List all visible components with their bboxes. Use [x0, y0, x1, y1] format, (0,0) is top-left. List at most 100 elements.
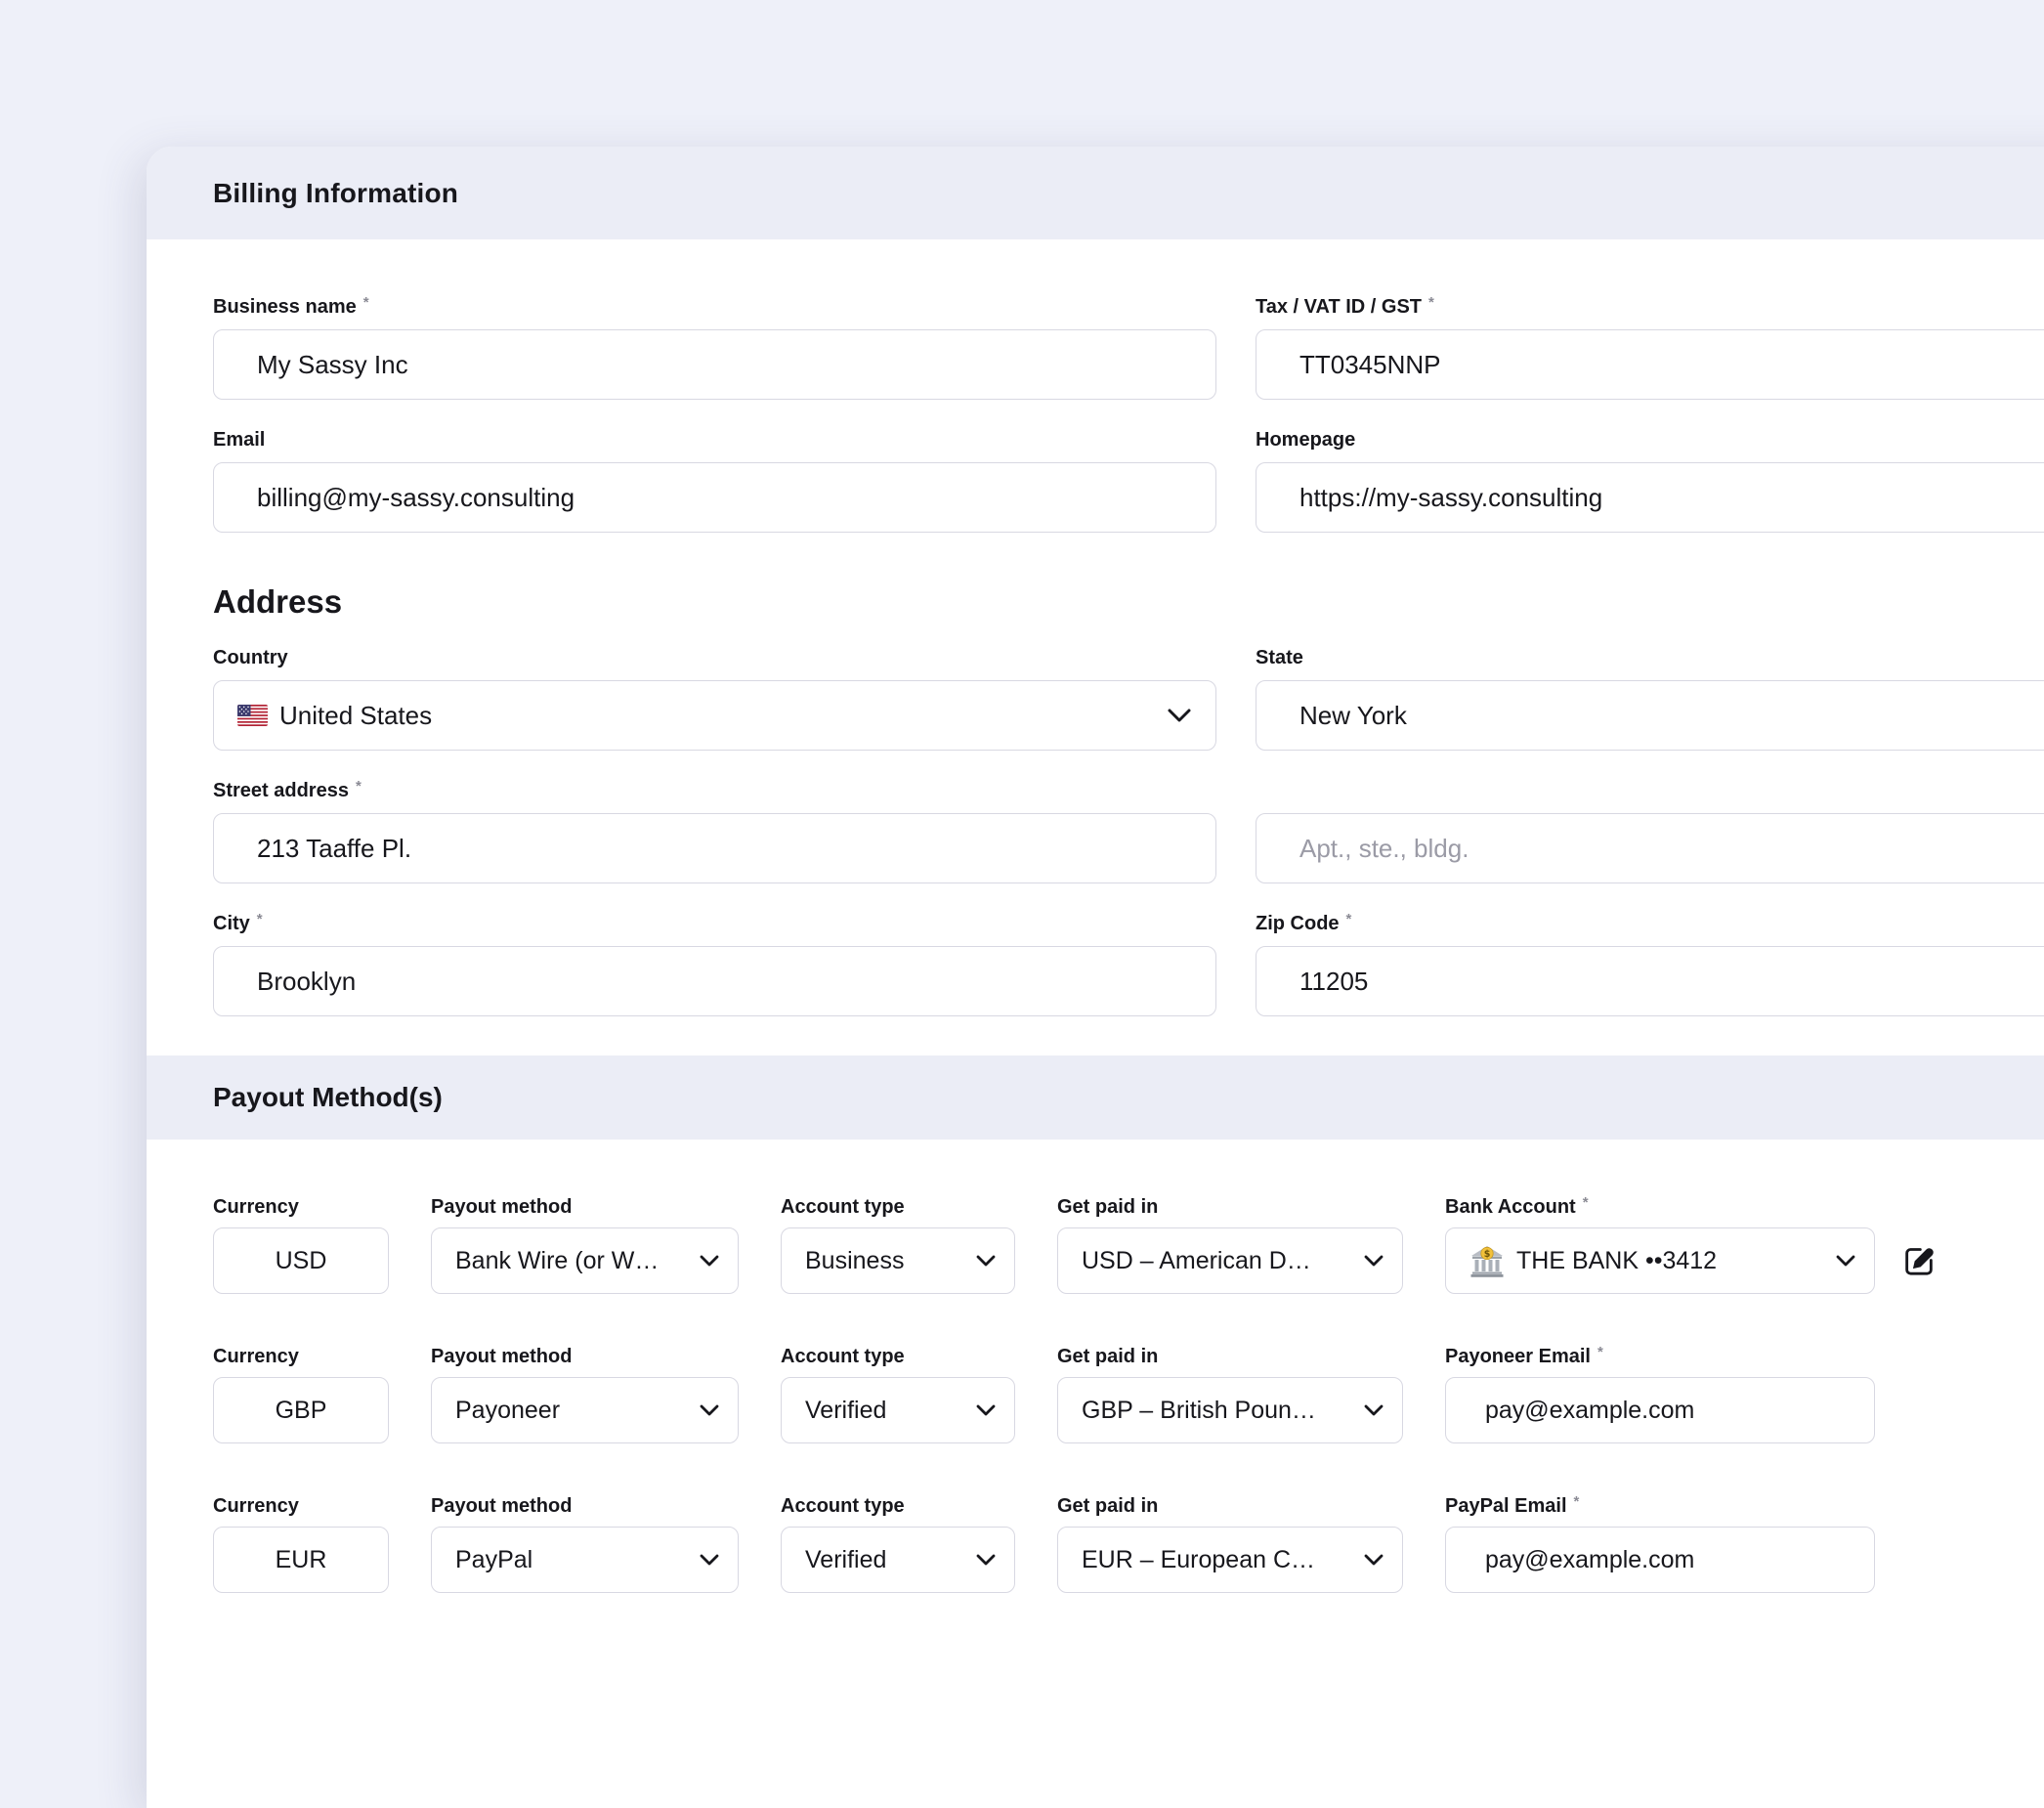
payout-method-value: PayPal: [455, 1545, 533, 1573]
payout-method-value: Payoneer: [455, 1396, 561, 1424]
homepage-input[interactable]: [1256, 462, 2044, 533]
zip-code-label: Zip Code *: [1256, 911, 2044, 934]
street-address-label: Street address *: [213, 779, 1216, 801]
country-field: Country: [213, 647, 1216, 751]
label-text: Country: [213, 647, 288, 668]
label-text: Payout method: [431, 1196, 573, 1218]
state-input[interactable]: [1256, 680, 2044, 751]
business-name-field: Business name *: [213, 294, 1216, 400]
unit-field: [1256, 780, 2044, 883]
payout-method-label: Payout method: [431, 1495, 739, 1517]
payout-row: Currency GBP Payout method Payoneer Acco…: [213, 1344, 2044, 1443]
account-type-label: Account type: [781, 1346, 1015, 1367]
get-paid-in-label: Get paid in: [1057, 1495, 1403, 1517]
payoneer-email-label: Payoneer Email *: [1445, 1344, 1875, 1367]
required-asterisk: *: [1345, 911, 1352, 927]
state-label: State: [1256, 647, 2044, 668]
chevron-down-icon: [1364, 1404, 1384, 1416]
label-text: Currency: [213, 1196, 299, 1218]
required-asterisk: *: [362, 294, 369, 311]
chevron-down-icon: [1836, 1255, 1855, 1267]
label-text: Payout method: [431, 1346, 573, 1367]
get-paid-in-label: Get paid in: [1057, 1196, 1403, 1218]
zip-code-input[interactable]: [1256, 946, 2044, 1016]
account-type-field: Account type Verified: [781, 1346, 1015, 1443]
currency-label: Currency: [213, 1346, 389, 1367]
bank-account-select[interactable]: $ THE BANK ••3412: [1445, 1227, 1875, 1294]
payout-method-select[interactable]: PayPal: [431, 1527, 739, 1593]
account-type-select[interactable]: Verified: [781, 1527, 1015, 1593]
street-address-input[interactable]: [213, 813, 1216, 883]
svg-text:$: $: [1484, 1249, 1491, 1260]
required-asterisk: *: [1573, 1493, 1580, 1510]
city-label: City *: [213, 911, 1216, 934]
required-asterisk: *: [1582, 1194, 1589, 1211]
payout-method-field: Payout method PayPal: [431, 1495, 739, 1593]
paypal-email-label: PayPal Email *: [1445, 1493, 1875, 1517]
currency-field: Currency EUR: [213, 1495, 389, 1593]
tax-id-label: Tax / VAT ID / GST *: [1256, 294, 2044, 318]
label-text: Get paid in: [1057, 1346, 1159, 1367]
street-address-field: Street address *: [213, 779, 1216, 883]
city-input[interactable]: [213, 946, 1216, 1016]
label-text: PayPal Email: [1445, 1495, 1567, 1517]
currency-field: Currency GBP: [213, 1346, 389, 1443]
required-asterisk: *: [1597, 1344, 1603, 1360]
label-text: Get paid in: [1057, 1196, 1159, 1218]
account-type-select[interactable]: Verified: [781, 1377, 1015, 1443]
account-type-select[interactable]: Business: [781, 1227, 1015, 1294]
edit-bank-account-button[interactable]: [1899, 1227, 1938, 1294]
label-text: Business name: [213, 296, 357, 318]
required-asterisk: *: [1428, 294, 1434, 311]
unit-input[interactable]: [1256, 813, 2044, 883]
currency-value: USD: [213, 1227, 389, 1294]
tax-id-input[interactable]: [1256, 329, 2044, 400]
payout-method-label: Payout method: [431, 1346, 739, 1367]
homepage-field: Homepage: [1256, 429, 2044, 533]
address-heading: Address: [213, 583, 343, 620]
get-paid-in-field: Get paid in EUR – European C…: [1057, 1495, 1403, 1593]
zip-code-field: Zip Code *: [1256, 911, 2044, 1016]
chevron-down-icon: [976, 1554, 996, 1566]
account-type-value: Verified: [805, 1396, 887, 1424]
account-type-field: Account type Business: [781, 1196, 1015, 1294]
get-paid-in-value: EUR – European C…: [1082, 1545, 1316, 1573]
paypal-email-input[interactable]: [1445, 1527, 1875, 1593]
get-paid-in-select[interactable]: USD – American D…: [1057, 1227, 1403, 1294]
get-paid-in-select[interactable]: EUR – European C…: [1057, 1527, 1403, 1593]
payout-methods: Currency USD Payout method Bank Wire (or…: [147, 1140, 2044, 1593]
get-paid-in-select[interactable]: GBP – British Poun…: [1057, 1377, 1403, 1443]
get-paid-in-field: Get paid in USD – American D…: [1057, 1196, 1403, 1294]
country-select[interactable]: United States: [213, 680, 1216, 751]
currency-label: Currency: [213, 1495, 389, 1517]
get-paid-in-label: Get paid in: [1057, 1346, 1403, 1367]
label-text: Currency: [213, 1346, 299, 1367]
billing-section-title: Billing Information: [213, 177, 459, 208]
chevron-down-icon: [700, 1404, 719, 1416]
payout-section-title: Payout Method(s): [213, 1082, 443, 1112]
label-text: Tax / VAT ID / GST: [1256, 296, 1423, 318]
payoneer-email-input[interactable]: [1445, 1377, 1875, 1443]
required-asterisk: *: [256, 911, 263, 927]
label-text: Get paid in: [1057, 1495, 1159, 1517]
payout-method-select[interactable]: Bank Wire (or W…: [431, 1227, 739, 1294]
label-text: Email: [213, 429, 266, 451]
label-text: Account type: [781, 1196, 905, 1218]
account-type-value: Business: [805, 1246, 905, 1274]
label-text: Bank Account: [1445, 1196, 1576, 1218]
unit-label-spacer: [1256, 780, 2044, 801]
label-text: Payoneer Email: [1445, 1346, 1591, 1367]
business-name-input[interactable]: [213, 329, 1216, 400]
label-text: Account type: [781, 1346, 905, 1367]
email-input[interactable]: [213, 462, 1216, 533]
payout-section-header: Payout Method(s): [147, 1055, 2044, 1140]
payout-method-select[interactable]: Payoneer: [431, 1377, 739, 1443]
billing-form: Business name * Tax / VAT ID / GST * Email…: [147, 239, 2044, 1046]
chevron-down-icon: [976, 1404, 996, 1416]
account-type-value: Verified: [805, 1545, 887, 1573]
get-paid-in-field: Get paid in GBP – British Poun…: [1057, 1346, 1403, 1443]
currency-field: Currency USD: [213, 1196, 389, 1294]
state-field: State: [1256, 647, 2044, 751]
bank-account-value: THE BANK ••3412: [1516, 1246, 1718, 1274]
bank-icon: $: [1469, 1243, 1505, 1278]
